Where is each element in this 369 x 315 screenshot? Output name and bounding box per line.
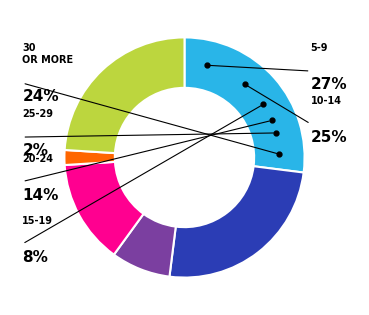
- Text: 25-29: 25-29: [23, 109, 54, 119]
- Text: 14%: 14%: [23, 187, 59, 203]
- Text: 15-19: 15-19: [23, 216, 54, 226]
- Text: 30
OR MORE: 30 OR MORE: [23, 43, 73, 65]
- Wedge shape: [65, 150, 115, 165]
- Wedge shape: [169, 166, 304, 278]
- Text: 20-24: 20-24: [23, 153, 54, 163]
- Wedge shape: [114, 214, 176, 277]
- Text: 10-14: 10-14: [311, 96, 342, 106]
- Text: 25%: 25%: [311, 130, 347, 145]
- Text: 8%: 8%: [23, 250, 48, 265]
- Wedge shape: [184, 37, 304, 173]
- Text: 27%: 27%: [311, 77, 347, 92]
- Wedge shape: [65, 162, 144, 255]
- Text: 5-9: 5-9: [311, 43, 328, 53]
- Text: 24%: 24%: [23, 89, 59, 104]
- Text: 2%: 2%: [23, 143, 48, 158]
- Wedge shape: [65, 37, 184, 153]
